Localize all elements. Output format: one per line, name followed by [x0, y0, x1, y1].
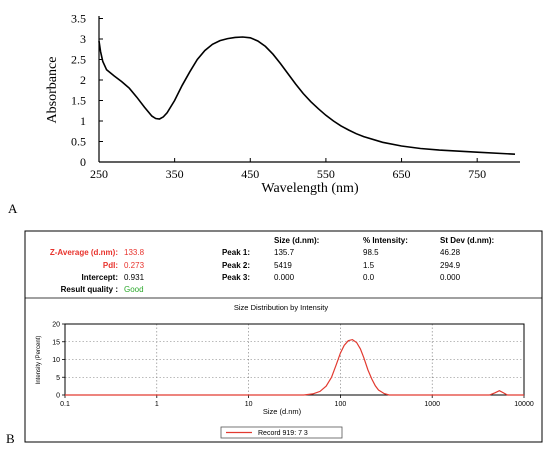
distribution-y-tick-label: 15	[52, 339, 60, 346]
peak-3-label: Peak 3:	[222, 273, 250, 282]
result-quality-label: Result quality :	[61, 285, 118, 294]
panel-a-y-tick-label: 0	[80, 155, 86, 169]
peak-1-stdev: 46.28	[440, 248, 461, 257]
panel-a-absorbance-series-line	[98, 36, 516, 155]
peak-table-header-size: Size (d.nm):	[274, 236, 319, 245]
panel-a-y-tick-label: 1	[80, 114, 86, 128]
peak-2-label: Peak 2:	[222, 261, 250, 270]
distribution-y-tick-label: 5	[56, 375, 60, 382]
distribution-x-tick-label: 1000	[424, 401, 440, 408]
panel-a-letter: A	[8, 201, 18, 216]
distribution-y-axis-label: Intensity (Percent)	[36, 336, 42, 385]
panel-b-frame	[24, 230, 543, 443]
result-quality-value: Good	[124, 285, 144, 294]
panel-a-y-tick-label: 2.5	[71, 53, 86, 67]
panel-a-x-tick-label: 750	[468, 167, 486, 181]
panel-a-y-tick-label: 3.5	[71, 12, 86, 26]
pdi-label: PdI:	[103, 261, 118, 270]
panel-a-x-tick-label: 550	[317, 167, 335, 181]
panel-a-absorbance-chart: 0 0.5 1 1.5 2 2.5 3 3.5 250 350 450 550 650 750 Abso…	[8, 12, 520, 216]
intercept-value: 0.931	[124, 273, 145, 282]
distribution-x-tick-label: 100	[335, 401, 347, 408]
distribution-y-tick-label: 0	[56, 393, 60, 400]
distribution-x-tick-label: 0.1	[60, 401, 70, 408]
distribution-x-tick-label: 1	[155, 401, 159, 408]
panel-a-y-tick-label: 1.5	[71, 94, 86, 108]
z-average-label: Z-Average (d.nm):	[50, 248, 118, 257]
panel-a-x-tick-label: 350	[166, 167, 184, 181]
peak-1-intensity: 98.5	[363, 248, 379, 257]
panel-a-y-tick-label: 3	[80, 32, 86, 46]
z-average-value: 133.8	[124, 248, 145, 257]
peak-table-header-intensity: % Intensity:	[363, 236, 408, 245]
panel-b-size-distribution: B Z-Average (d.nm): 133.8 PdI: 0.273 Int…	[6, 230, 543, 446]
legend-series-label: Record 919: 7 3	[258, 430, 308, 437]
peak-3-intensity: 0.0	[363, 273, 375, 282]
distribution-record-series-line	[65, 338, 524, 396]
peak-2-stdev: 294.9	[440, 261, 461, 270]
distribution-y-tick-label: 20	[52, 322, 60, 329]
peak-1-label: Peak 1:	[222, 248, 250, 257]
intercept-label: Intercept:	[82, 273, 118, 282]
peak-2-intensity: 1.5	[363, 261, 375, 270]
panel-a-x-tick-label: 450	[241, 167, 259, 181]
peak-table-header-stdev: St Dev (d.nm):	[440, 236, 494, 245]
pdi-value: 0.273	[124, 261, 145, 270]
distribution-legend-box	[220, 426, 343, 439]
panel-a-y-tick-label: 2	[80, 73, 86, 87]
distribution-x-tick-label: 10	[245, 401, 253, 408]
panel-a-x-tick-label: 650	[393, 167, 411, 181]
distribution-y-tick-label: 10	[52, 357, 60, 364]
panel-a-x-axis-label: Wavelength (nm)	[261, 181, 359, 196]
panel-a-y-axis-label: Absorbance	[45, 57, 60, 124]
panel-a-x-tick-label: 250	[90, 167, 108, 181]
distribution-chart-title: Size Distribution by Intensity	[234, 303, 328, 312]
peak-2-size: 5419	[274, 261, 292, 270]
peak-3-size: 0.000	[274, 273, 295, 282]
distribution-x-axis-label: Size (d.nm)	[263, 407, 302, 416]
panel-b-letter: B	[6, 431, 15, 446]
distribution-x-tick-label: 10000	[514, 401, 534, 408]
panel-a-y-tick-label: 0.5	[71, 135, 86, 149]
peak-3-stdev: 0.000	[440, 273, 461, 282]
peak-1-size: 135.7	[274, 248, 295, 257]
